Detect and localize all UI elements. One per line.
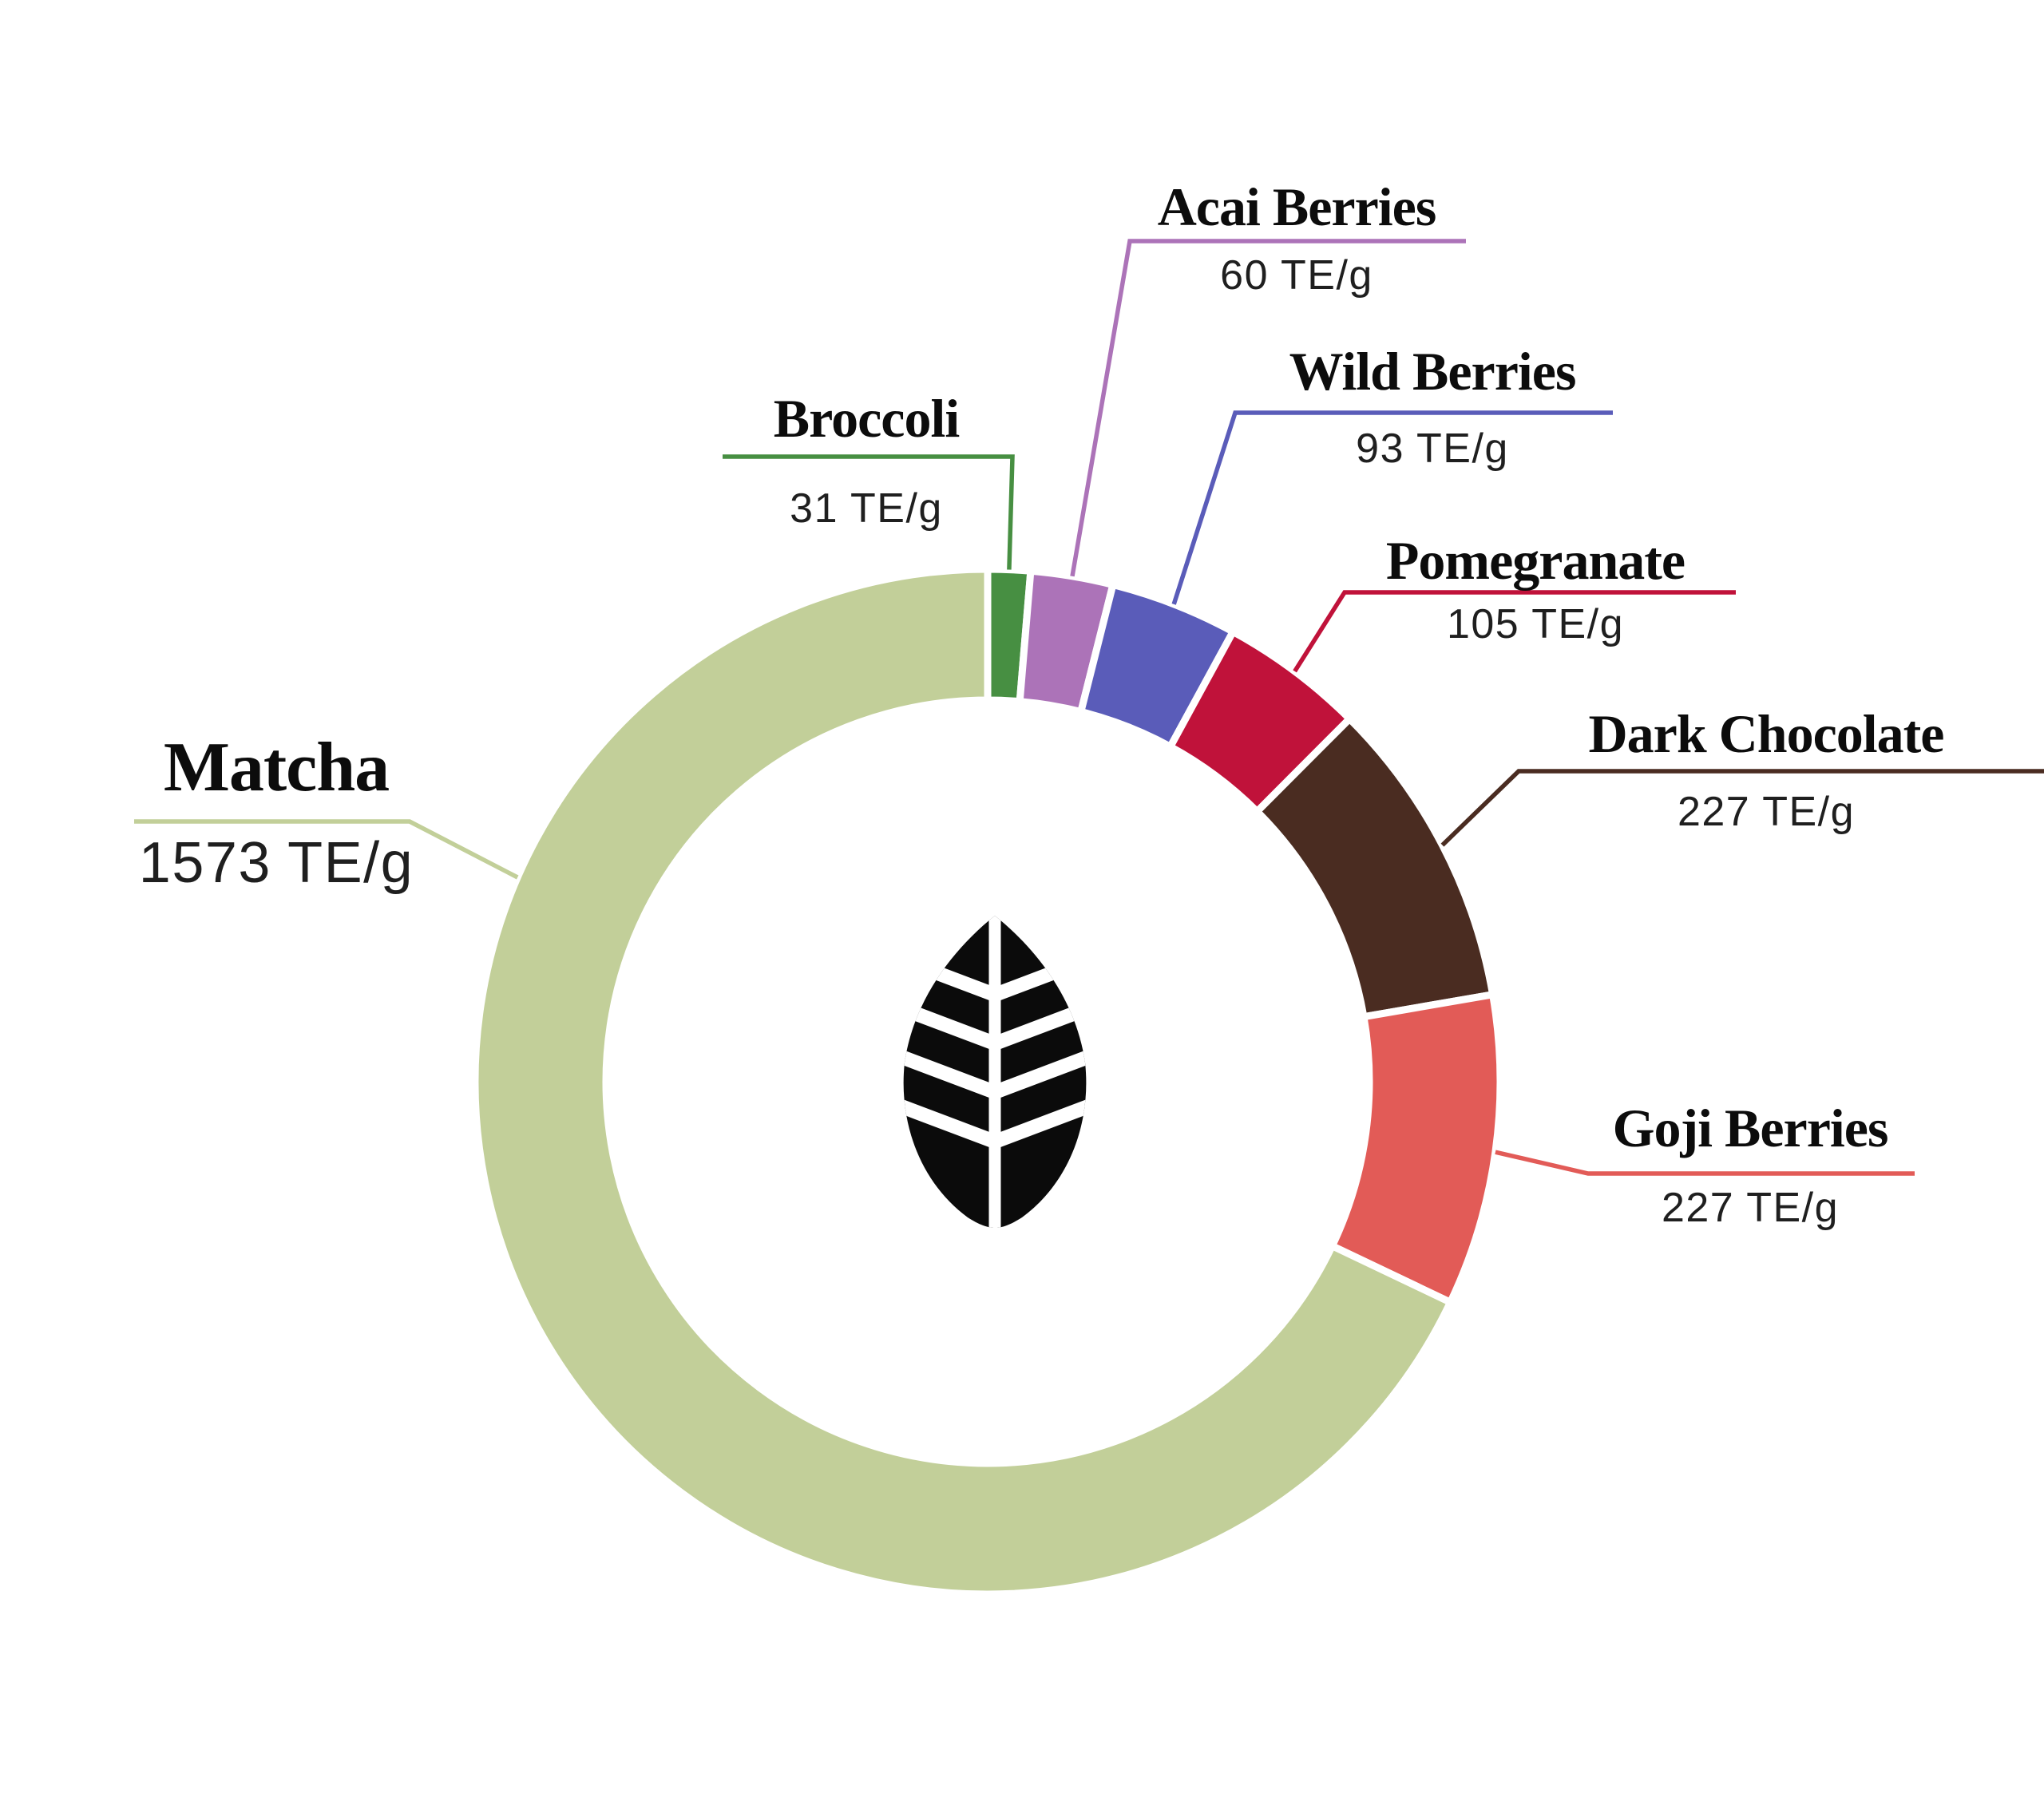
slice-label-title: Acai Berries <box>1157 176 1437 237</box>
slice-label-value: 60 TE/g <box>1220 251 1373 299</box>
leader-line-broccoli <box>723 454 1015 570</box>
slice-label-value: 105 TE/g <box>1446 600 1625 647</box>
slice-label-acai-berries: Acai Berries 60 TE/g <box>1157 176 1437 300</box>
leader-line-wild-berries <box>1171 410 1613 605</box>
leader-lines <box>134 239 2044 1176</box>
slice-label-value: 93 TE/g <box>1356 425 1509 472</box>
slice-label-goji-berries: Goji Berries 227 TE/g <box>1612 1098 1889 1233</box>
slice-label-title: Goji Berries <box>1612 1098 1889 1158</box>
leader-line-acai-berries <box>1070 239 1466 577</box>
slice-label-title: Pomegranate <box>1385 530 1686 591</box>
slice-label-value: 1573 TE/g <box>138 830 414 895</box>
leader-line-goji-berries <box>1495 1150 1915 1176</box>
slice-label-pomegranate: Pomegranate 105 TE/g <box>1385 530 1686 649</box>
leader-line-dark-chocolate <box>1440 769 2044 847</box>
donut-segments <box>471 565 1504 1598</box>
slice-label-title: Wild Berries <box>1289 341 1577 402</box>
leaf-icon <box>903 916 1087 1228</box>
leader-line-matcha <box>134 819 519 880</box>
slice-label-broccoli: Broccoli 31 TE/g <box>773 388 960 533</box>
slice-label-matcha: Matcha 1573 TE/g <box>138 729 414 897</box>
slice-label-dark-chocolate: Dark Chocolate 227 TE/g <box>1588 703 1945 837</box>
slice-label-value: 227 TE/g <box>1677 788 1856 835</box>
slice-label-wild-berries: Wild Berries 93 TE/g <box>1289 341 1577 473</box>
leader-line-pomegranate <box>1293 590 1736 673</box>
slice-label-title: Broccoli <box>773 388 960 449</box>
slice-label-title: Matcha <box>163 729 390 806</box>
donut-slice-matcha <box>471 565 1456 1598</box>
slice-label-value: 31 TE/g <box>790 485 943 532</box>
slice-label-title: Dark Chocolate <box>1588 703 1945 764</box>
slice-label-value: 227 TE/g <box>1661 1184 1840 1231</box>
leaf-veins <box>903 916 1087 1228</box>
